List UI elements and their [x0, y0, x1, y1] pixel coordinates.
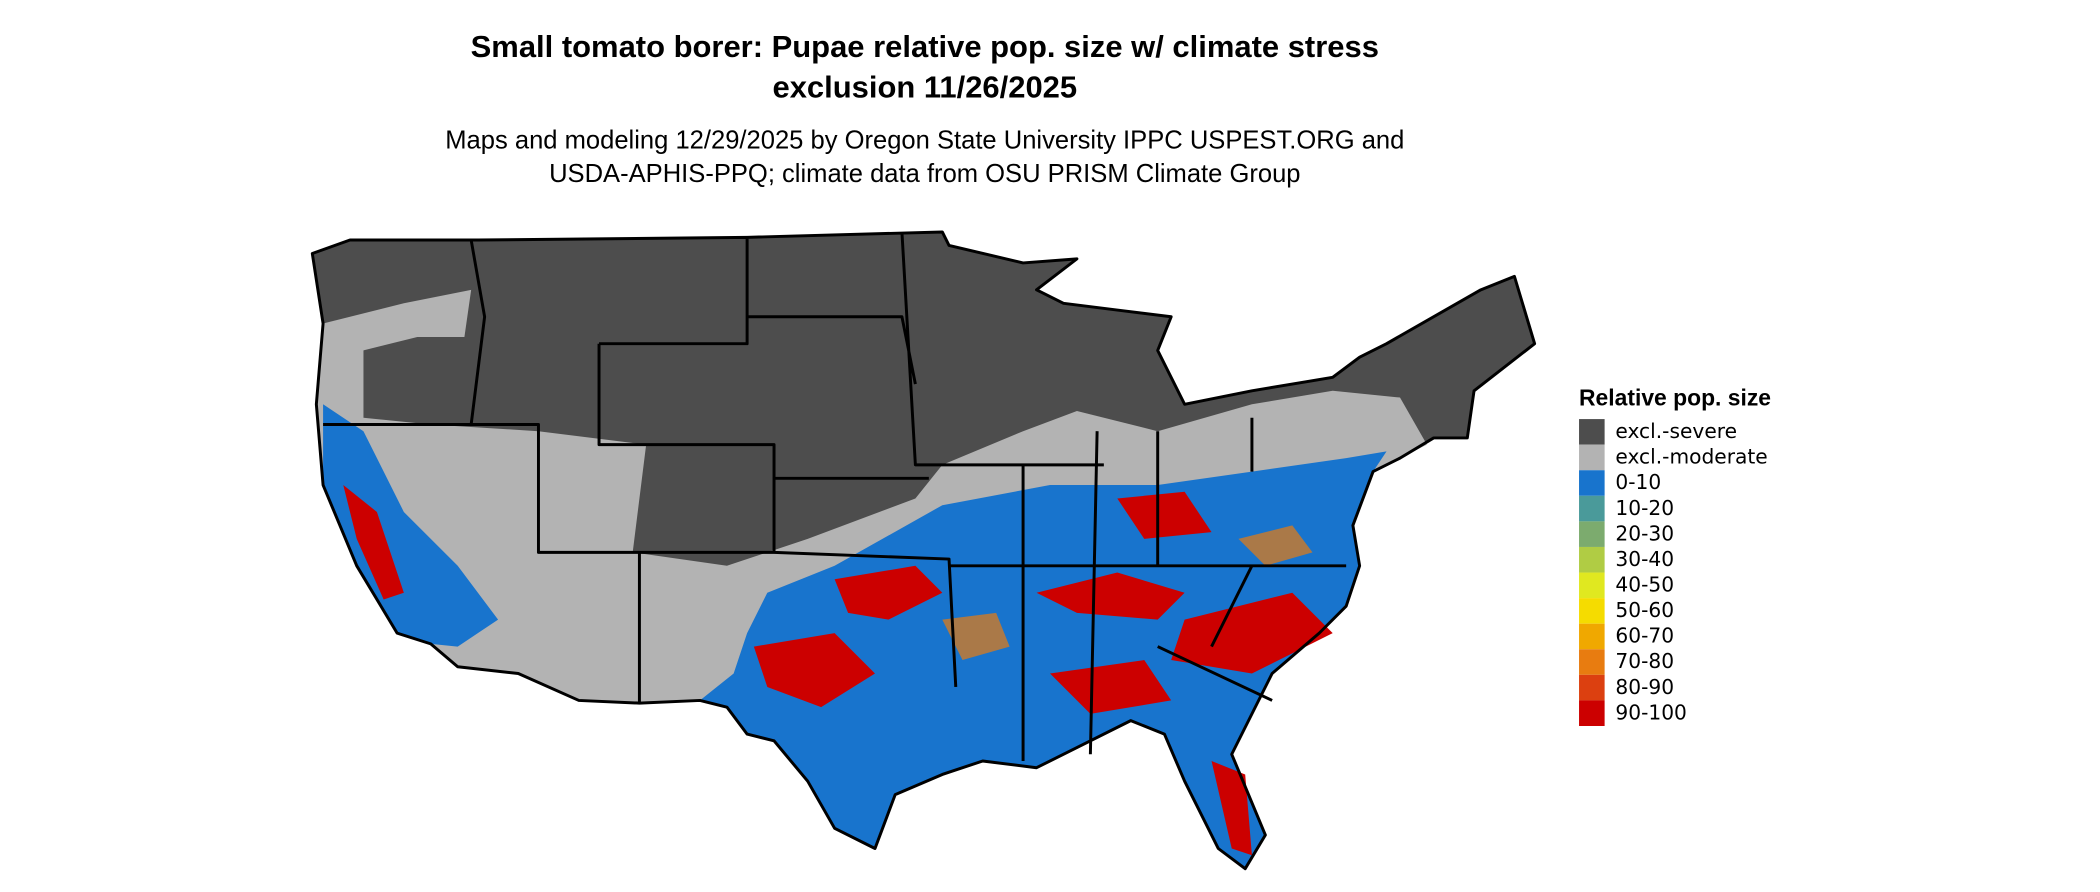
titles: Small tomato borer: Pupae relative pop. …	[445, 29, 1404, 188]
legend-swatch	[1579, 419, 1605, 445]
map	[310, 230, 1537, 871]
legend-label: 90-100	[1615, 700, 1687, 724]
map-90-100	[343, 485, 1333, 856]
legend-label: 10-20	[1615, 496, 1674, 520]
legend-title: Relative pop. size	[1579, 385, 1771, 411]
legend-swatch	[1579, 546, 1605, 573]
legend-label: 50-60	[1615, 598, 1674, 622]
legend-swatch	[1579, 521, 1605, 547]
legend-label: 20-30	[1615, 521, 1674, 545]
legend-label: 80-90	[1615, 675, 1674, 699]
legend-label: excl.-moderate	[1615, 445, 1767, 469]
legend-swatch	[1579, 444, 1605, 471]
legend-swatch	[1579, 598, 1605, 624]
subtitle: Maps and modeling 12/29/2025 by Oregon S…	[445, 127, 1404, 155]
legend-swatch	[1579, 623, 1605, 650]
legend-label: 0-10	[1615, 470, 1661, 494]
legend-swatch	[1579, 649, 1605, 675]
legend-swatch	[1579, 572, 1605, 599]
legend-swatch	[1579, 674, 1605, 701]
map-0-10	[323, 404, 499, 647]
legend-label: 60-70	[1615, 624, 1674, 648]
map-70-80	[942, 525, 1313, 661]
legend-label: 70-80	[1615, 649, 1674, 673]
title: exclusion 11/26/2025	[773, 69, 1078, 104]
legend-label: excl.-severe	[1615, 419, 1737, 443]
legend: Relative pop. size excl.-severeexcl.-mode…	[1579, 385, 1771, 726]
subtitle: USDA-APHIS-PPQ; climate data from OSU PR…	[549, 160, 1300, 188]
legend-label: 30-40	[1615, 547, 1674, 571]
legend-swatch	[1579, 700, 1605, 726]
legend-swatch	[1579, 470, 1605, 496]
legend-label: 40-50	[1615, 573, 1674, 597]
legend-swatch	[1579, 495, 1605, 522]
title: Small tomato borer: Pupae relative pop. …	[471, 29, 1379, 64]
state-borders	[310, 230, 1537, 871]
